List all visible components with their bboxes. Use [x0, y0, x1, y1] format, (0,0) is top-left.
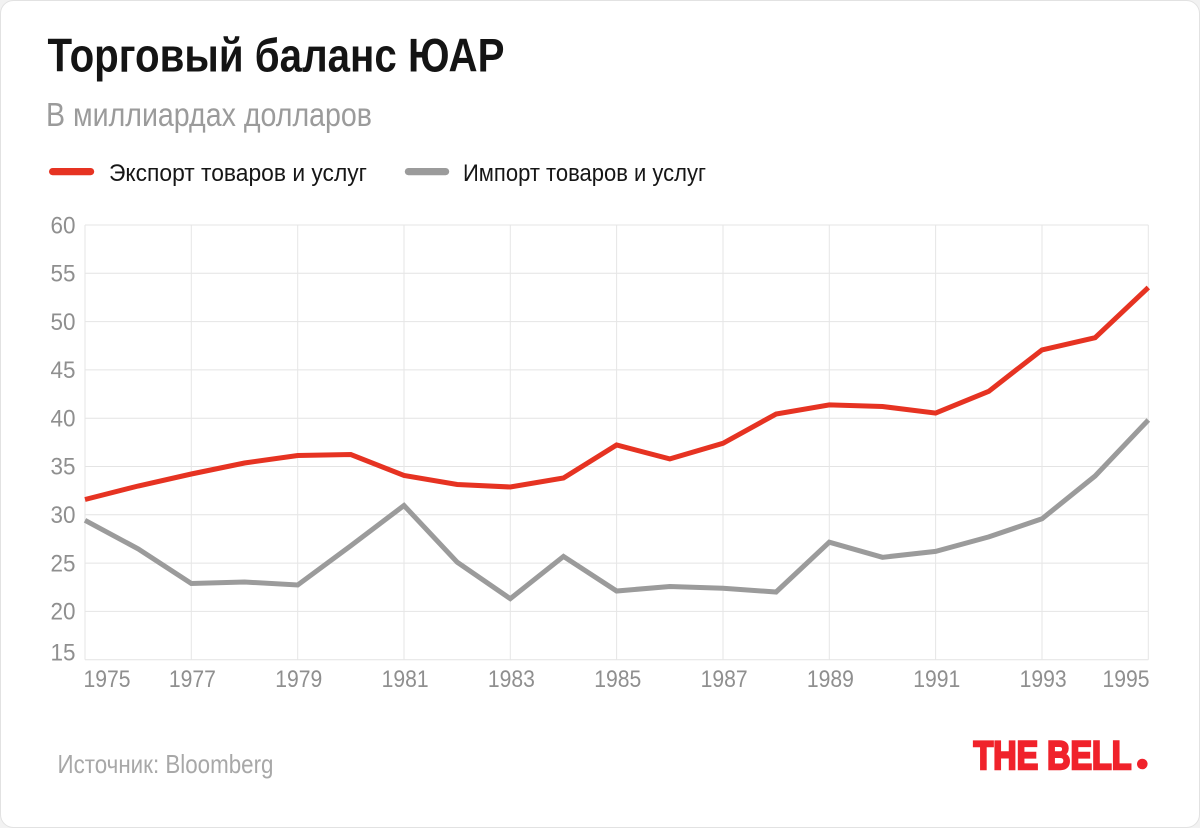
svg-text:1995: 1995	[1103, 666, 1150, 693]
svg-text:1991: 1991	[913, 666, 960, 693]
svg-text:1979: 1979	[275, 666, 322, 693]
svg-text:35: 35	[51, 454, 76, 481]
svg-text:Источник: Bloomberg: Источник: Bloomberg	[58, 749, 274, 779]
svg-text:20: 20	[51, 599, 76, 626]
svg-text:1983: 1983	[488, 666, 535, 693]
svg-text:Импорт товаров и услуг: Импорт товаров и услуг	[463, 160, 706, 187]
svg-text:25: 25	[51, 550, 76, 577]
svg-text:55: 55	[51, 261, 76, 288]
svg-text:1981: 1981	[382, 666, 429, 693]
svg-text:Экспорт товаров и услуг: Экспорт товаров и услуг	[109, 160, 367, 187]
svg-text:1993: 1993	[1020, 666, 1067, 693]
svg-text:15: 15	[51, 639, 76, 666]
svg-text:1985: 1985	[594, 666, 641, 693]
svg-text:THE BELL: THE BELL	[974, 734, 1132, 778]
svg-text:30: 30	[51, 502, 76, 529]
svg-text:60: 60	[51, 212, 76, 239]
svg-text:В миллиардах долларов: В миллиардах долларов	[46, 96, 372, 133]
svg-text:1975: 1975	[84, 666, 131, 693]
svg-text:1977: 1977	[169, 666, 216, 693]
svg-text:1987: 1987	[701, 666, 748, 693]
svg-text:45: 45	[51, 357, 76, 384]
svg-text:Торговый баланс ЮАР: Торговый баланс ЮАР	[48, 29, 505, 82]
svg-text:40: 40	[51, 405, 76, 432]
svg-text:1989: 1989	[807, 666, 854, 693]
svg-text:50: 50	[51, 309, 76, 336]
